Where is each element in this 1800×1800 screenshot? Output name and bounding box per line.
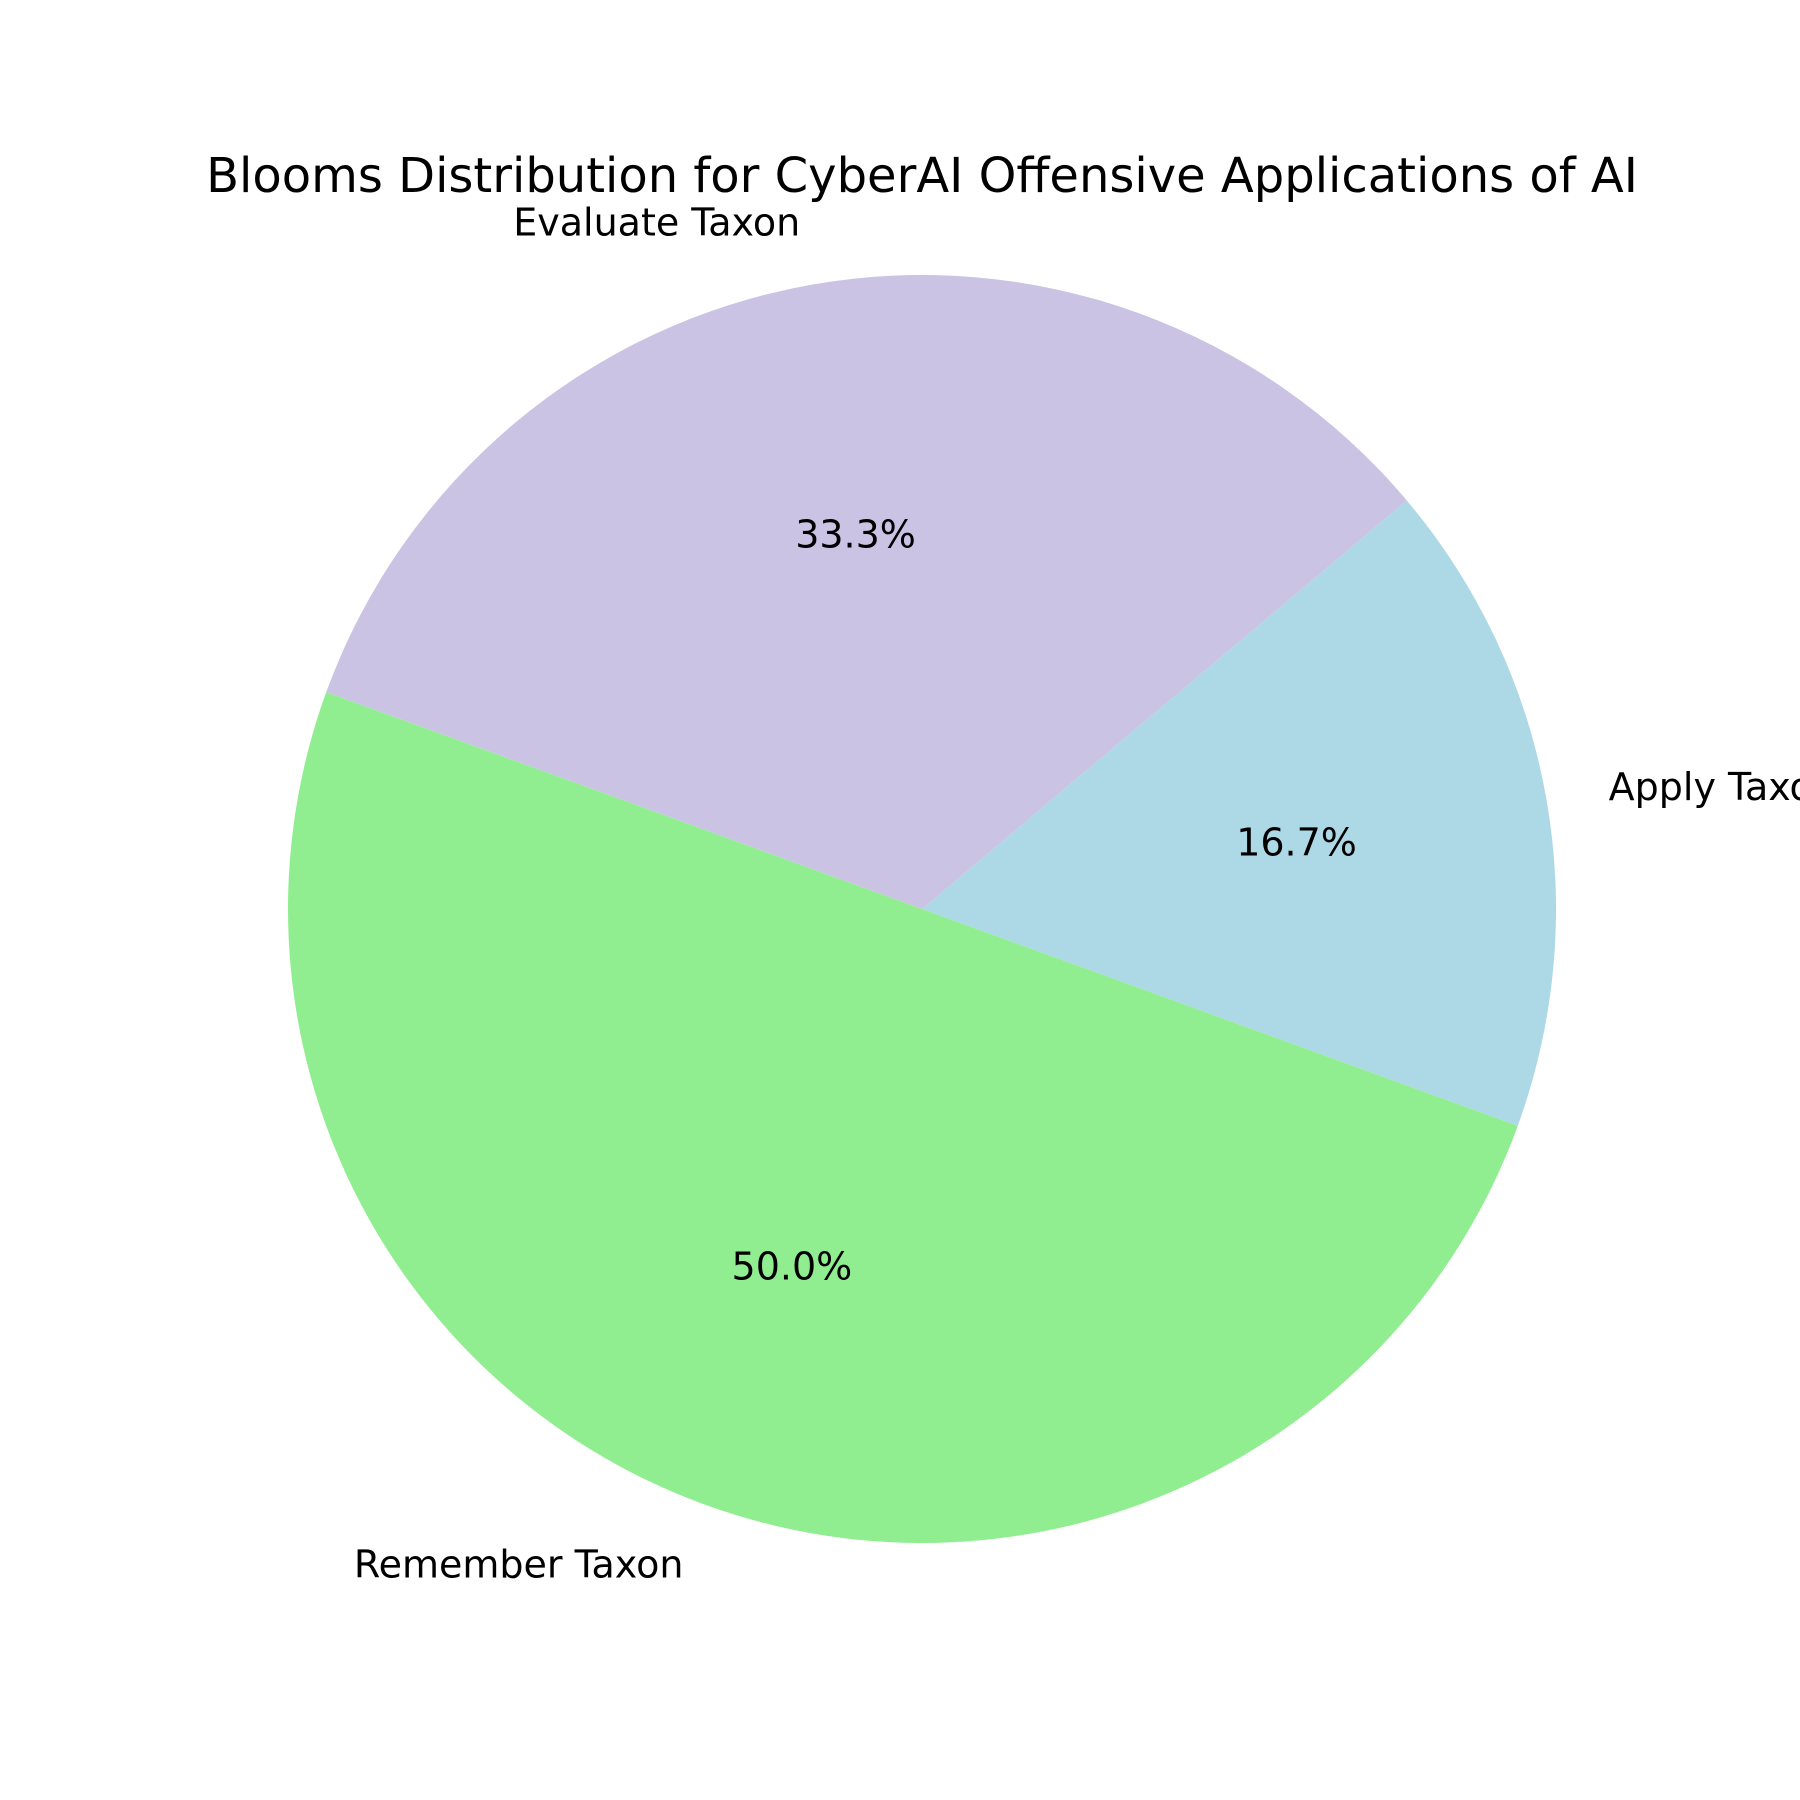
slice-label-apply-taxon: Apply Taxon: [1609, 765, 1800, 809]
pct-label-remember-taxon: 50.0%: [732, 1244, 853, 1288]
pie-slices: [288, 275, 1556, 1543]
pie-slice-evaluate-taxon: [326, 275, 1407, 909]
slice-label-remember-taxon: Remember Taxon: [354, 1542, 684, 1586]
slice-label-evaluate-taxon: Evaluate Taxon: [513, 200, 800, 244]
pct-label-evaluate-taxon: 33.3%: [795, 512, 916, 556]
pie-slice-remember-taxon: [288, 692, 1518, 1543]
pct-label-apply-taxon: 16.7%: [1236, 821, 1357, 865]
chart-title: Blooms Distribution for CyberAI Offensiv…: [206, 148, 1638, 204]
pie-labels: Apply Taxon 16.7% Evaluate Taxon 33.3% Remem…: [354, 200, 1800, 1586]
pie-slice-apply-taxon: [922, 500, 1556, 1126]
